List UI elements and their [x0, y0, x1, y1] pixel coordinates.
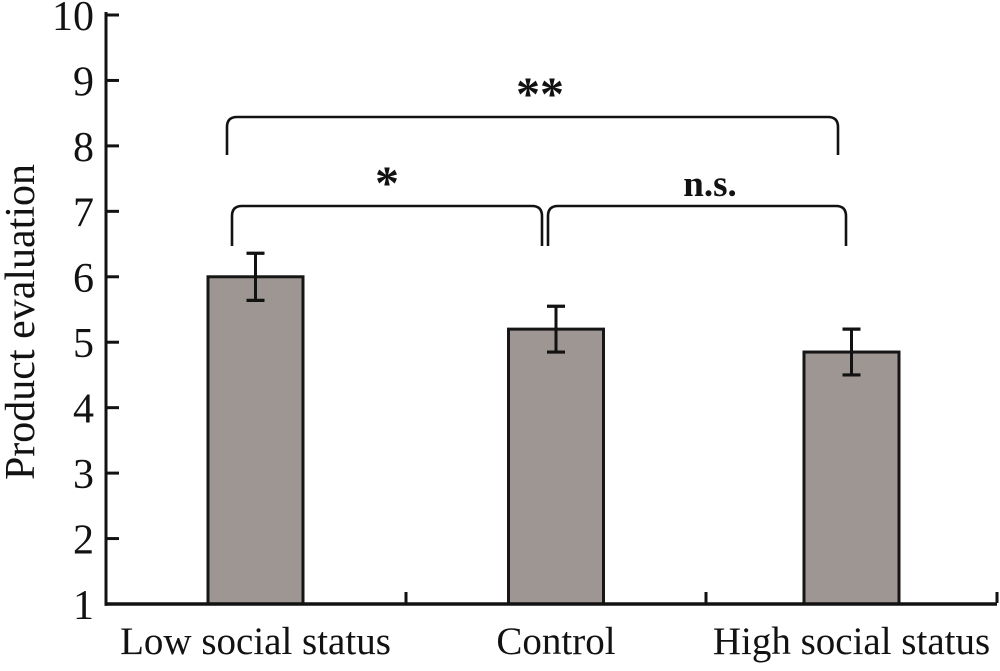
significance-label: ** — [516, 68, 564, 121]
y-tick-label: 4 — [73, 387, 94, 433]
y-tick-label: 2 — [73, 518, 94, 564]
significance-bracket — [230, 204, 544, 246]
y-tick-label: 3 — [73, 452, 94, 498]
y-tick-label: 1 — [73, 583, 94, 629]
y-tick-label: 8 — [73, 125, 94, 171]
y-axis-title: Product evaluation — [0, 164, 44, 480]
category-label: Control — [496, 620, 615, 663]
y-tick-label: 7 — [73, 190, 94, 236]
y-tick-label: 5 — [73, 321, 94, 367]
bar — [206, 275, 305, 606]
bar — [802, 350, 901, 606]
category-label: Low social status — [120, 620, 391, 663]
significance-label: * — [375, 157, 399, 210]
category-label: High social status — [713, 620, 990, 663]
error-bar — [246, 251, 265, 302]
significance-label: n.s. — [683, 164, 736, 205]
y-tick-label: 10 — [52, 0, 94, 40]
bar — [507, 327, 605, 606]
y-tick-label: 9 — [73, 59, 94, 105]
significance-bracket — [225, 115, 840, 155]
error-bar — [547, 304, 565, 354]
significance-bracket — [546, 204, 848, 246]
error-bar — [842, 327, 861, 377]
y-tick-label: 6 — [73, 256, 94, 302]
